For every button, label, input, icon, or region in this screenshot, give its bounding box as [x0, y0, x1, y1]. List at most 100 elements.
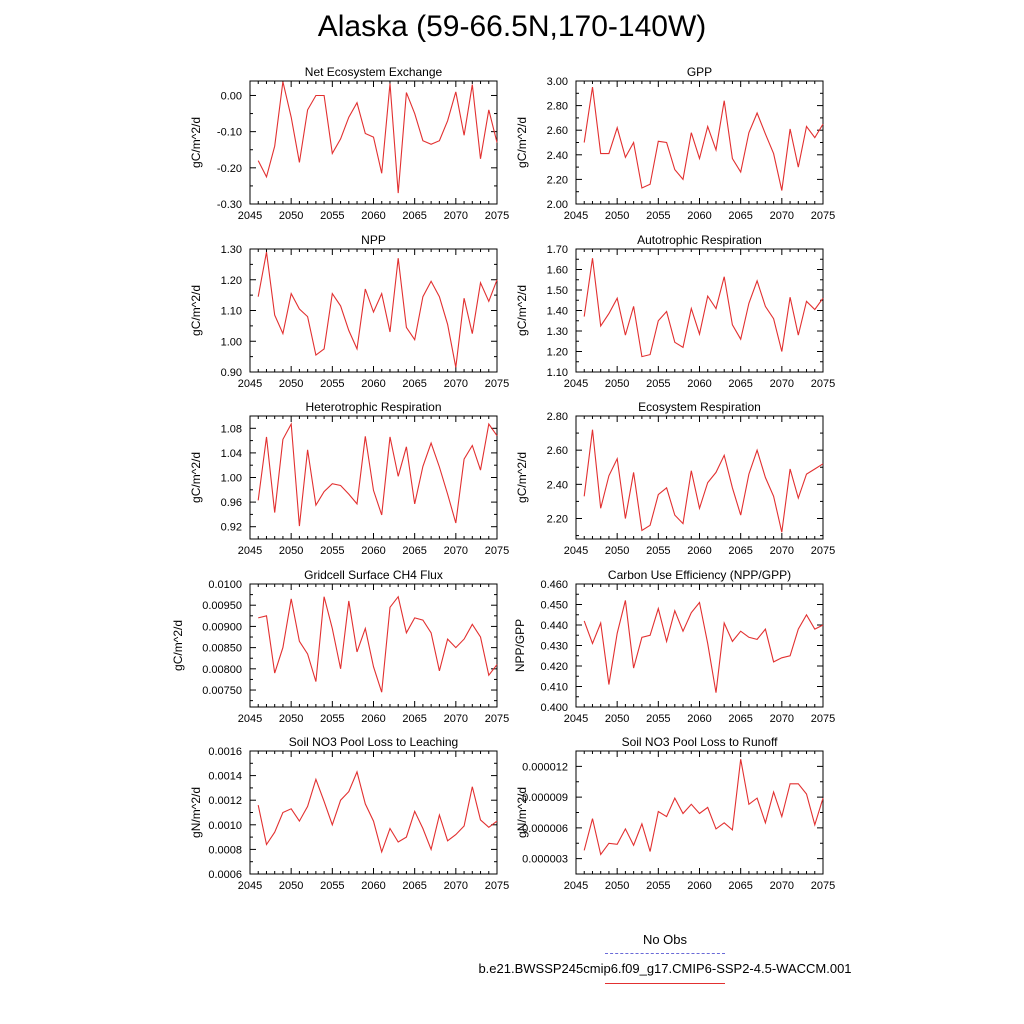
- x-tick-label: 2045: [564, 545, 588, 557]
- x-tick-label: 2065: [728, 378, 752, 390]
- y-tick-label: 1.30: [547, 326, 568, 338]
- y-axis-label: gC/m^2/d: [515, 117, 529, 168]
- series-line: [257, 81, 498, 194]
- plot-frame: [575, 80, 824, 205]
- y-tick-label: 0.00950: [202, 600, 242, 612]
- chart-panel: Heterotrophic Respiration gC/m^2/d 2045 205…: [189, 400, 509, 557]
- chart-panel: Ecosystem Respiration gC/m^2/d 2045 2050 205…: [515, 400, 835, 557]
- y-tick-label: 0.0006: [208, 869, 242, 881]
- y-tick-label: 0.420: [540, 661, 568, 673]
- x-tick-label: 2065: [728, 880, 752, 892]
- series-line: [257, 251, 498, 368]
- y-tick-label: 0.400: [540, 702, 568, 714]
- y-axis-label: gC/m^2/d: [189, 452, 203, 503]
- x-tick-label: 2070: [444, 880, 468, 892]
- y-tick-label: 2.80: [547, 411, 568, 423]
- y-tick-label: 2.40: [547, 479, 568, 491]
- series-line: [257, 770, 498, 854]
- plot-frame: [249, 750, 498, 875]
- x-tick-label: 2075: [485, 545, 509, 557]
- y-tick-label: 2.20: [547, 174, 568, 186]
- chart-title: Net Ecosystem Exchange: [305, 65, 443, 79]
- y-tick-label: 2.20: [547, 514, 568, 526]
- x-tick-label: 2075: [811, 713, 835, 725]
- y-tick-label: 1.00: [221, 336, 242, 348]
- x-tick-label: 2055: [646, 713, 670, 725]
- y-tick-label: 0.000003: [522, 854, 568, 866]
- chart-panel: Carbon Use Efficiency (NPP/GPP) NPP/GPP 20…: [513, 568, 835, 725]
- chart-title: Heterotrophic Respiration: [305, 400, 441, 414]
- x-tick-label: 2070: [770, 210, 794, 222]
- y-tick-label: 1.00: [221, 473, 242, 485]
- y-tick-label: -0.20: [217, 163, 242, 175]
- x-tick-label: 2060: [687, 880, 711, 892]
- x-tick-label: 2055: [646, 545, 670, 557]
- x-tick-label: 2045: [238, 378, 262, 390]
- x-tick-label: 2045: [564, 880, 588, 892]
- x-tick-label: 2075: [811, 210, 835, 222]
- x-tick-label: 2060: [687, 713, 711, 725]
- x-tick-label: 2045: [564, 713, 588, 725]
- chart-title: Soil NO3 Pool Loss to Runoff: [622, 735, 779, 749]
- chart-panel: Soil NO3 Pool Loss to Runoff gN/m^2/d 2045…: [515, 735, 835, 892]
- x-tick-label: 2070: [444, 210, 468, 222]
- y-axis-label: NPP/GPP: [513, 619, 527, 672]
- y-tick-label: 1.20: [221, 275, 242, 287]
- chart-panel: GPP gC/m^2/d 2045 2050 2055 2060 2065 2070 2075 2…: [515, 65, 835, 222]
- x-tick-label: 2070: [444, 713, 468, 725]
- x-tick-label: 2055: [646, 378, 670, 390]
- x-tick-label: 2045: [564, 378, 588, 390]
- y-axis-label: gC/m^2/d: [515, 452, 529, 503]
- series-line: [258, 595, 498, 693]
- y-tick-label: 1.04: [221, 448, 242, 460]
- x-tick-label: 2050: [605, 713, 629, 725]
- y-tick-label: 1.20: [547, 347, 568, 359]
- x-tick-label: 2070: [770, 713, 794, 725]
- y-tick-label: 0.0100: [208, 579, 242, 591]
- y-tick-label: 3.00: [547, 76, 568, 88]
- y-tick-label: 0.90: [221, 367, 242, 379]
- y-tick-label: 0.000009: [522, 792, 568, 804]
- y-tick-label: 1.30: [221, 244, 242, 256]
- chart-title: NPP: [361, 233, 386, 247]
- x-tick-label: 2055: [646, 880, 670, 892]
- x-tick-label: 2050: [605, 210, 629, 222]
- y-tick-label: 0.000012: [522, 761, 568, 773]
- y-tick-label: 1.60: [547, 265, 568, 277]
- x-tick-label: 2065: [402, 545, 426, 557]
- y-tick-label: 2.60: [547, 445, 568, 457]
- y-axis-label: gC/m^2/d: [515, 285, 529, 336]
- x-tick-label: 2075: [811, 545, 835, 557]
- series-line: [583, 429, 824, 533]
- x-tick-label: 2050: [279, 713, 303, 725]
- x-tick-label: 2065: [402, 378, 426, 390]
- y-tick-label: 0.0016: [208, 746, 242, 758]
- x-tick-label: 2050: [279, 880, 303, 892]
- x-tick-label: 2065: [728, 545, 752, 557]
- y-tick-label: 0.96: [221, 497, 242, 509]
- y-tick-label: 2.80: [547, 101, 568, 113]
- x-tick-label: 2060: [361, 713, 385, 725]
- y-tick-label: 0.460: [540, 579, 568, 591]
- y-tick-label: 0.410: [540, 682, 568, 694]
- x-tick-label: 2070: [444, 545, 468, 557]
- x-tick-label: 2050: [279, 210, 303, 222]
- x-tick-label: 2075: [811, 378, 835, 390]
- y-axis-label: gC/m^2/d: [189, 285, 203, 336]
- y-tick-label: 0.00800: [202, 664, 242, 676]
- chart-panel: Gridcell Surface CH4 Flux gC/m^2/d 2045 205…: [171, 568, 509, 725]
- y-axis-label: gC/m^2/d: [171, 620, 185, 671]
- x-tick-label: 2045: [238, 880, 262, 892]
- y-tick-label: 2.40: [547, 150, 568, 162]
- chart-panel: NPP gC/m^2/d 2045 2050 2055 2060 2065 2070 2075 0…: [189, 233, 509, 390]
- x-tick-label: 2060: [361, 545, 385, 557]
- x-tick-label: 2065: [402, 880, 426, 892]
- x-tick-label: 2055: [320, 713, 344, 725]
- plot-frame: [575, 750, 824, 875]
- legend-run-line: [605, 983, 725, 984]
- y-tick-label: 1.40: [547, 306, 568, 318]
- x-tick-label: 2055: [646, 210, 670, 222]
- x-tick-label: 2055: [320, 210, 344, 222]
- y-tick-label: 0.00750: [202, 685, 242, 697]
- y-tick-label: 0.00850: [202, 643, 242, 655]
